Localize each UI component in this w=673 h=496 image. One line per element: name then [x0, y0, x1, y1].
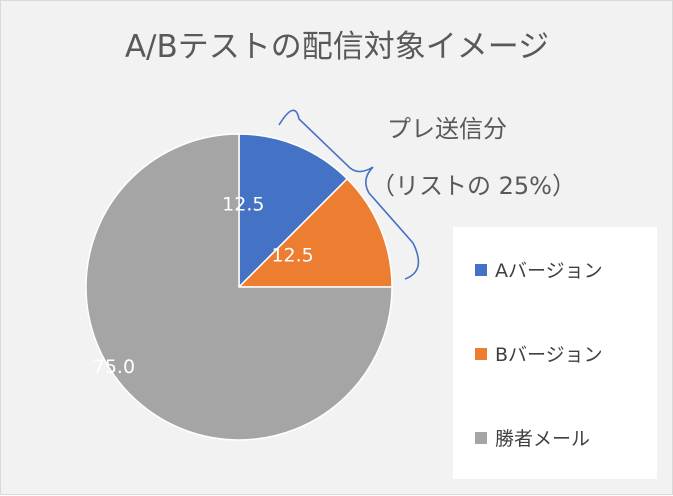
data-labels: 12.5 12.5 75.0 [93, 193, 314, 378]
data-label-3: 75.0 [93, 356, 135, 378]
pie-slice-1 [238, 133, 349, 289]
legend-label-3: 勝者メール [495, 428, 590, 450]
annotation-line2: （リストの 25%） [371, 172, 576, 200]
annotation-line1: プレ送信分 [387, 115, 507, 143]
pie-slices [85, 133, 393, 441]
legend-swatch-2 [475, 348, 487, 360]
annotation-bracket [278, 109, 420, 280]
legend-swatch-3 [475, 432, 487, 444]
chart-title: A/Bテストの配信対象イメージ [125, 29, 549, 65]
legend-label-2: Bバージョン [495, 344, 603, 366]
data-label-1: 12.5 [222, 193, 264, 215]
legend-swatch-1 [475, 264, 487, 276]
legend-label-1: Aバージョン [495, 260, 603, 282]
pie-slice-2 [237, 177, 393, 288]
data-label-2: 12.5 [271, 245, 313, 267]
pie-slice-3 [85, 133, 393, 441]
